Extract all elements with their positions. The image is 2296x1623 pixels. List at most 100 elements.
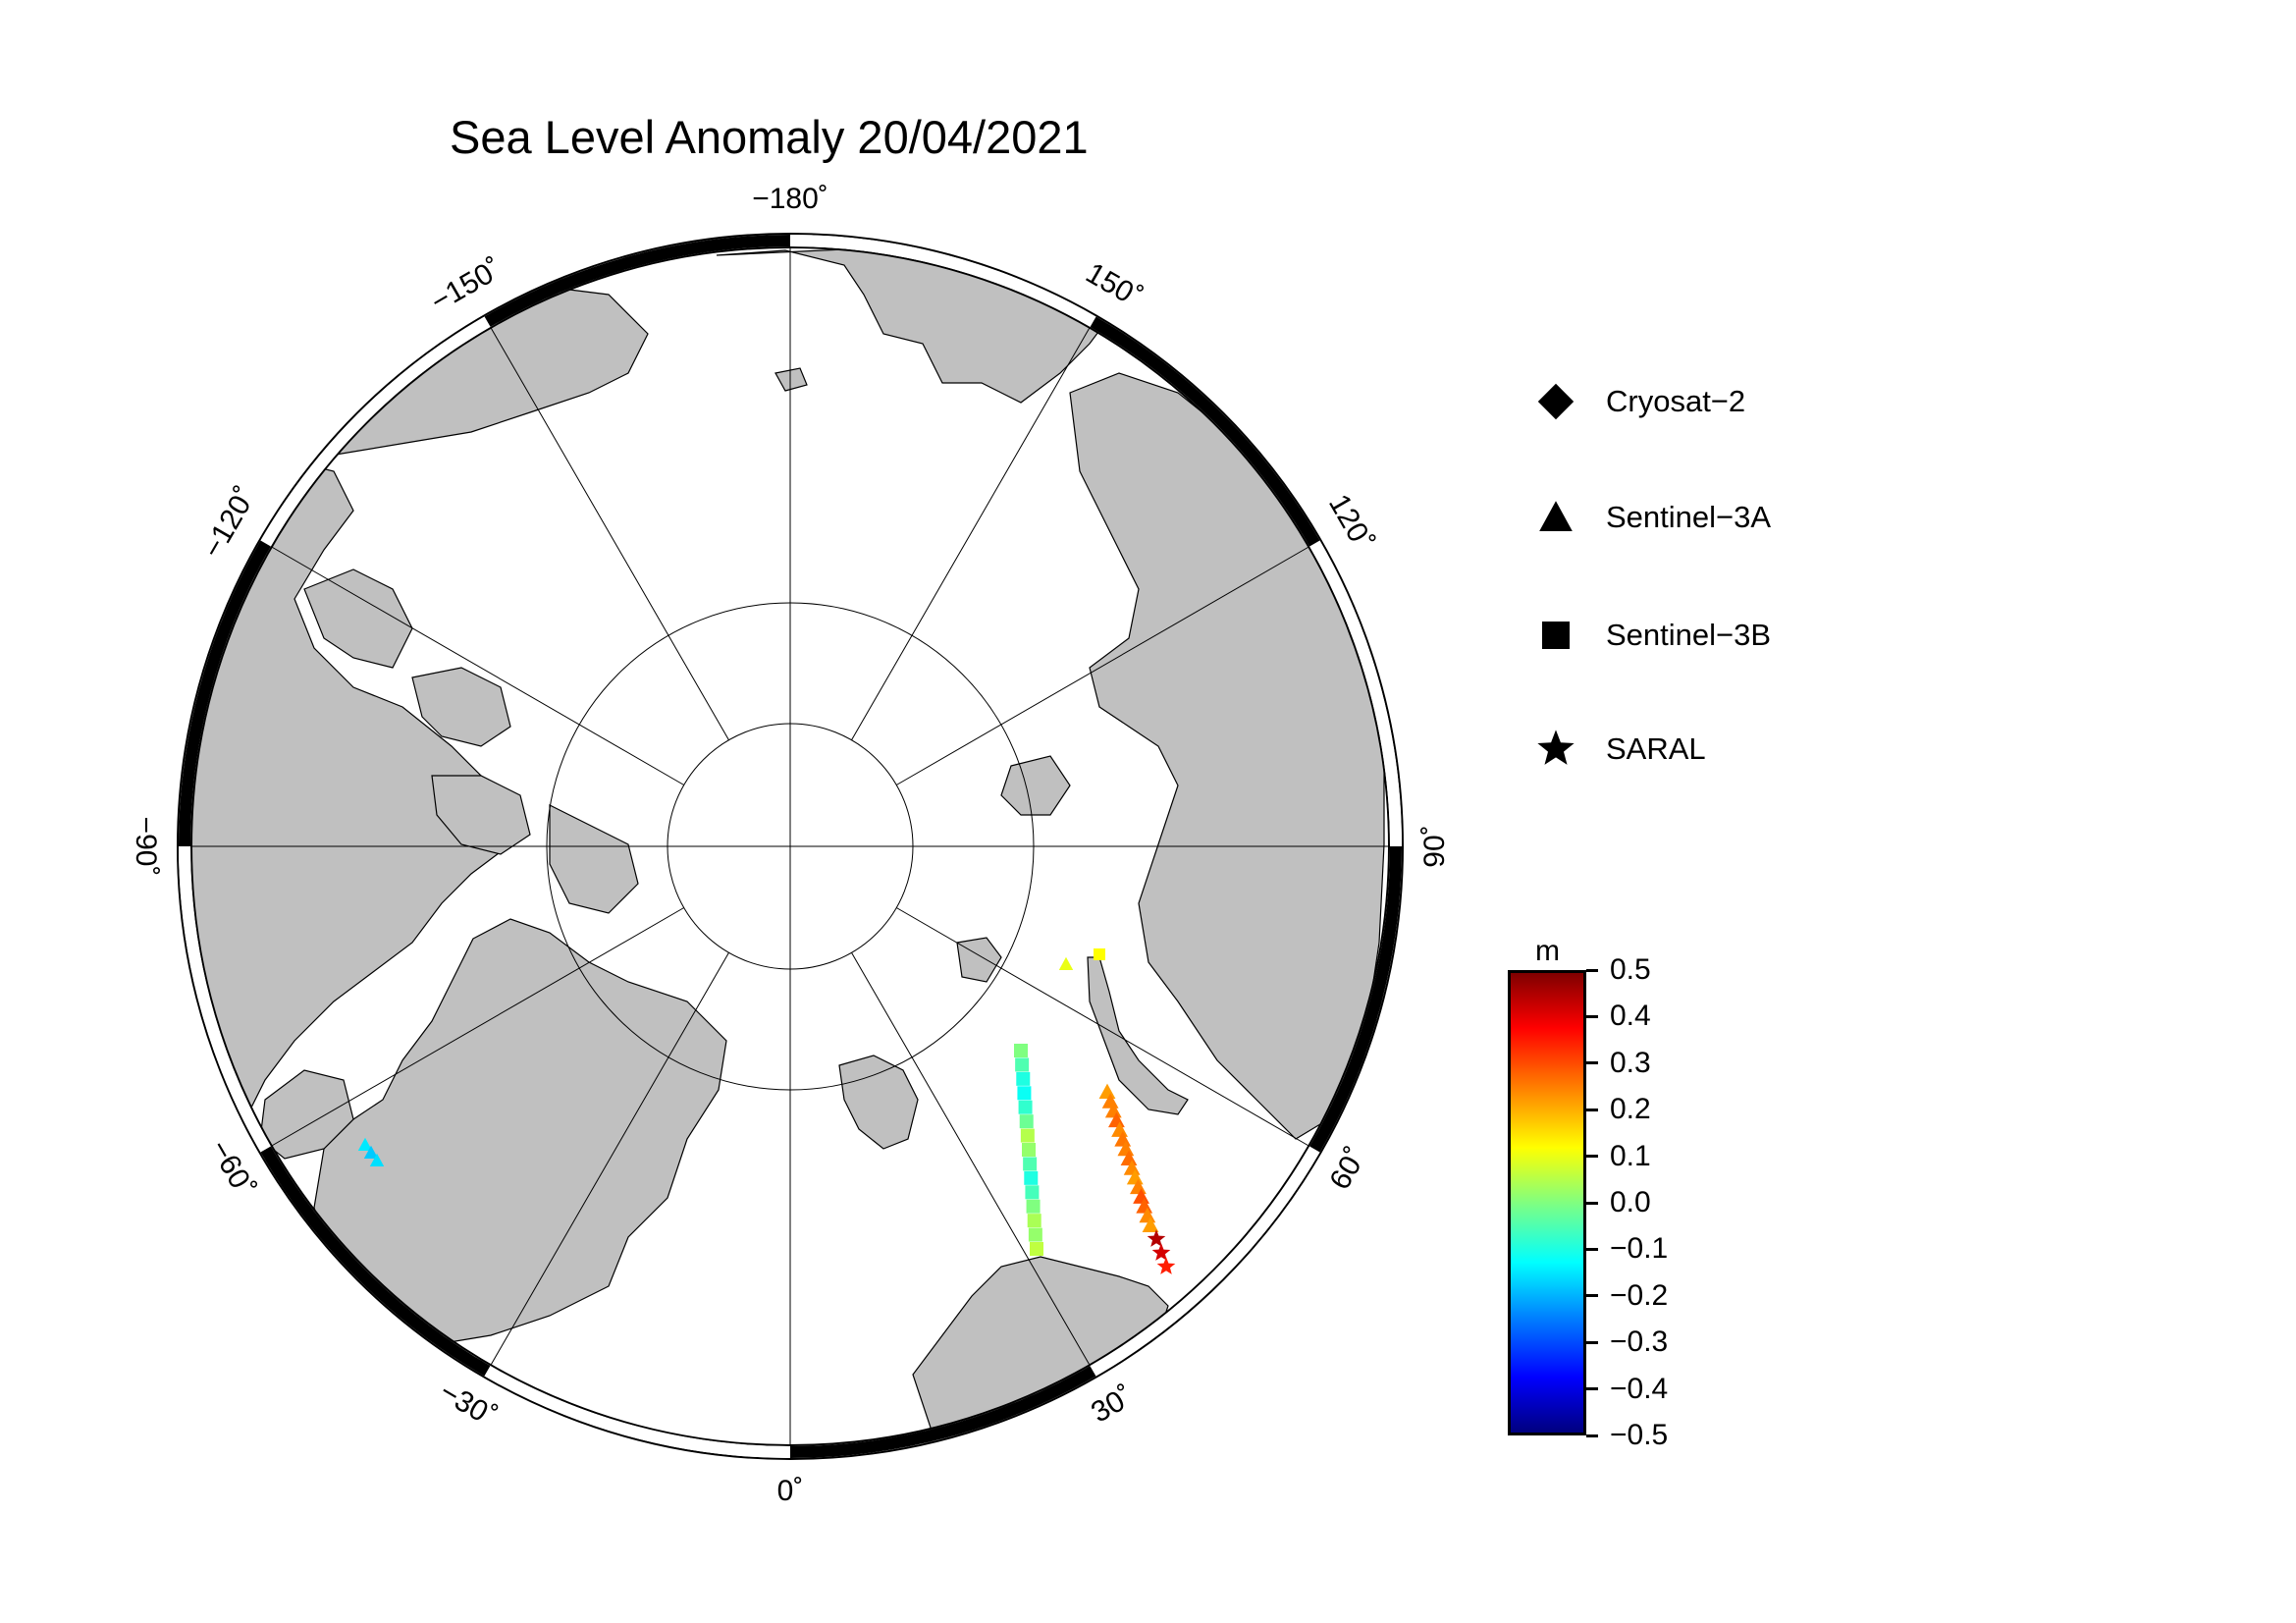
- track-point: [1130, 1178, 1147, 1195]
- colorbar-tick: [1586, 1247, 1598, 1251]
- track-point: [1117, 1140, 1135, 1157]
- legend-label: Sentinel−3B: [1606, 618, 1772, 652]
- colorbar-tick-label: 0.4: [1610, 1000, 1651, 1033]
- colorbar-tick: [1586, 1340, 1598, 1344]
- map-title: Sea Level Anomaly 20/04/2021: [450, 111, 1089, 163]
- frame-segment: [1309, 845, 1402, 1153]
- land-severnaya-zemlya: [1000, 755, 1071, 816]
- colorbar-tick: [1586, 1061, 1598, 1065]
- longitude-label: −60˚: [203, 1135, 261, 1203]
- track-point: [1114, 1131, 1132, 1147]
- parallel-circle: [667, 723, 914, 970]
- track-point: [1123, 1160, 1141, 1175]
- meridian-line: [851, 327, 1091, 740]
- frame-segment: [484, 1366, 791, 1458]
- track-point: [1026, 1199, 1041, 1214]
- longitude-label: 30˚: [1086, 1380, 1139, 1429]
- longitude-label: 120˚: [1322, 489, 1380, 557]
- colorbar-tick-label: 0.2: [1610, 1093, 1651, 1126]
- frame-segment: [179, 845, 271, 1153]
- track-point: [1015, 1057, 1030, 1072]
- colorbar-tick-label: 0.0: [1610, 1186, 1651, 1218]
- meridian-line: [896, 546, 1309, 785]
- colorbar-tick: [1586, 1387, 1598, 1391]
- track-point: [1142, 1217, 1159, 1232]
- colorbar-tick-label: −0.3: [1610, 1325, 1669, 1359]
- track-point: [1017, 1086, 1032, 1101]
- track-point: [1104, 1103, 1122, 1118]
- track-point: [1126, 1169, 1144, 1185]
- land-wrangel: [774, 367, 808, 392]
- colorbar-tick: [1586, 1108, 1598, 1111]
- longitude-label: −180˚: [752, 183, 828, 215]
- colorbar: m 0.5 0.4 0.3 0.2 0.1 0.0 −0.1 −0.2 −0.3 −0.4 −0.5: [1508, 935, 1743, 1453]
- graticule: [191, 247, 1389, 1445]
- track-point: [357, 1137, 373, 1151]
- longitude-label: 150˚: [1081, 256, 1148, 314]
- track-point: [1094, 948, 1105, 960]
- frame-inner-edge: [190, 246, 1390, 1446]
- legend-item: Sentinel−3B: [1531, 611, 1771, 660]
- colorbar-tick: [1586, 1014, 1598, 1018]
- land-svalbard: [838, 1055, 919, 1150]
- colorbar-tick-label: 0.5: [1610, 953, 1651, 986]
- track-point: [1136, 1198, 1153, 1214]
- colorbar-tick-label: 0.1: [1610, 1139, 1651, 1172]
- track-point: [1014, 1044, 1028, 1057]
- track-point: [1147, 1229, 1166, 1247]
- colorbar-tick-label: −0.5: [1610, 1419, 1669, 1451]
- longitude-label: 90˚: [1418, 825, 1451, 867]
- map-frame: [177, 233, 1404, 1460]
- frame-outer-edge: [177, 233, 1404, 1460]
- colorbar-tick: [1586, 1294, 1598, 1298]
- frame-segment: [1090, 1146, 1320, 1377]
- square-icon: [1542, 622, 1570, 649]
- colorbar-tick: [1586, 1155, 1598, 1159]
- track-saral: [1147, 1229, 1176, 1274]
- frame-segment: [484, 235, 791, 327]
- legend-label: Cryosat−2: [1606, 384, 1746, 418]
- legend-label: SARAL: [1606, 731, 1706, 766]
- legend-item: Cryosat−2: [1531, 377, 1745, 426]
- frame-segment: [1309, 540, 1402, 847]
- frame-segment: [179, 540, 271, 847]
- track-sentinel-3a: [1098, 1083, 1159, 1232]
- track-point: [1108, 1111, 1125, 1128]
- longitude-label: −30˚: [434, 1376, 502, 1434]
- colorbar-tick: [1586, 1201, 1598, 1205]
- track-point: [1133, 1188, 1149, 1204]
- triangle-icon: [1539, 501, 1573, 531]
- track-point: [1024, 1170, 1039, 1185]
- track-point: [1111, 1121, 1128, 1137]
- track-point: [1022, 1143, 1036, 1157]
- meridian-line: [271, 907, 684, 1147]
- meridian-line: [896, 907, 1309, 1147]
- legend-item: Sentinel−3A: [1531, 493, 1771, 542]
- frame-segment: [789, 1366, 1096, 1458]
- track-point: [1016, 1071, 1031, 1086]
- meridian-line: [490, 952, 729, 1366]
- meridian-line: [490, 327, 729, 740]
- track-point: [1028, 1227, 1042, 1242]
- colorbar-tick: [1586, 968, 1598, 972]
- track-point: [369, 1153, 385, 1166]
- colorbar-unit: m: [1535, 935, 1560, 967]
- track-point: [1020, 1128, 1035, 1143]
- frame-segment: [260, 1146, 491, 1377]
- track-point: [363, 1145, 379, 1159]
- diamond-icon: [1537, 383, 1575, 420]
- track-point: [1151, 1243, 1171, 1261]
- track-point: [1098, 1083, 1116, 1099]
- track-point: [1101, 1093, 1119, 1109]
- track-point: [1058, 956, 1074, 970]
- track-sentinel-3a: [357, 1137, 385, 1166]
- track-point: [1019, 1114, 1034, 1129]
- land-canada-islands: [303, 568, 639, 914]
- track-point: [1018, 1100, 1033, 1114]
- track-sentinel-3b: [1094, 948, 1105, 960]
- longitude-label: 0˚: [777, 1475, 804, 1507]
- colorbar-tick-label: −0.2: [1610, 1278, 1669, 1312]
- land-novaya-zemlya: [1087, 956, 1189, 1115]
